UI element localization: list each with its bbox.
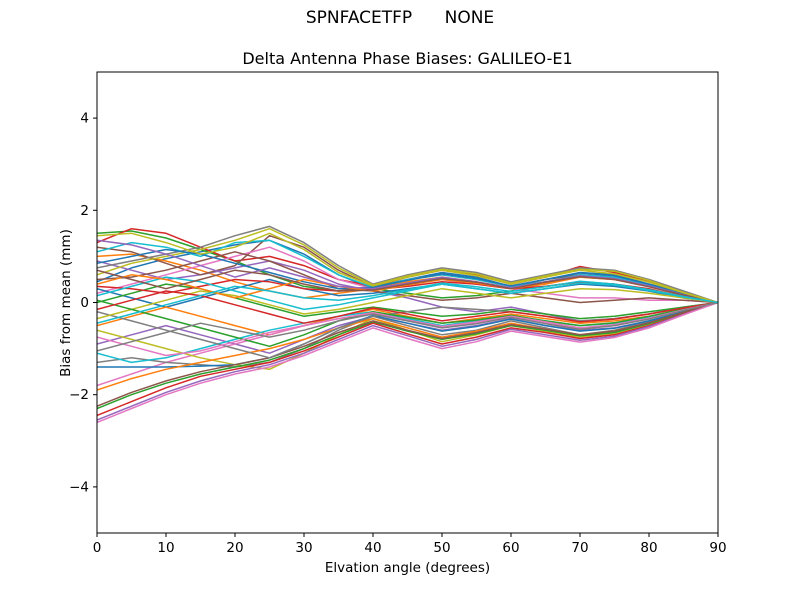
series-line-sat-09 (97, 227, 718, 304)
x-tick-label: 60 (502, 540, 519, 556)
series-line-sat-24 (97, 301, 718, 417)
series-line-sat-26 (97, 301, 718, 407)
series-line-sat-21 (97, 301, 718, 368)
y-tick-label: 2 (80, 203, 89, 219)
series-line-sat-36 (97, 269, 718, 304)
series-line-sat-27 (97, 301, 718, 424)
series-line-sat-11 (97, 278, 718, 308)
figure-suptitle: SPNFACETFP NONE (305, 8, 495, 28)
series-line-sat-37 (97, 301, 718, 357)
series-line-sat-12 (97, 301, 718, 336)
y-tick-label: −2 (69, 387, 89, 403)
series-group (97, 225, 718, 424)
y-axis-label: Bias from mean (mm) (58, 229, 74, 377)
series-line-sat-29 (97, 287, 718, 320)
y-tick-label: 4 (80, 111, 89, 127)
y-tick-label: −4 (69, 479, 89, 495)
series-line-sat-23 (97, 301, 718, 410)
x-tick-label: 40 (364, 540, 381, 556)
series-line-sat-40 (97, 280, 718, 324)
x-axis-label: Elvation angle (degrees) (324, 560, 491, 576)
series-line-sat-35 (97, 239, 718, 304)
plot-area (96, 71, 719, 534)
series-line-sat-30 (97, 276, 718, 311)
series-line-sat-10 (97, 239, 718, 304)
x-tick-label: 90 (709, 540, 726, 556)
y-tick-label: 0 (80, 295, 89, 311)
x-tick-label: 50 (433, 540, 450, 556)
series-line-sat-38 (97, 301, 718, 352)
series-line-sat-39 (97, 232, 718, 304)
x-tick-label: 10 (157, 540, 174, 556)
series-line-sat-18 (97, 301, 718, 368)
x-tick-label: 20 (226, 540, 243, 556)
chart-title: Delta Antenna Phase Biases: GALILEO-E1 (242, 49, 573, 68)
x-tick-label: 80 (640, 540, 657, 556)
x-tick-label: 30 (295, 540, 312, 556)
x-tick-label: 70 (571, 540, 588, 556)
x-tick-label: 0 (93, 540, 102, 556)
series-line-sat-33 (97, 299, 718, 348)
series-line-sat-08 (97, 225, 718, 304)
series-line-sat-25 (97, 301, 718, 421)
